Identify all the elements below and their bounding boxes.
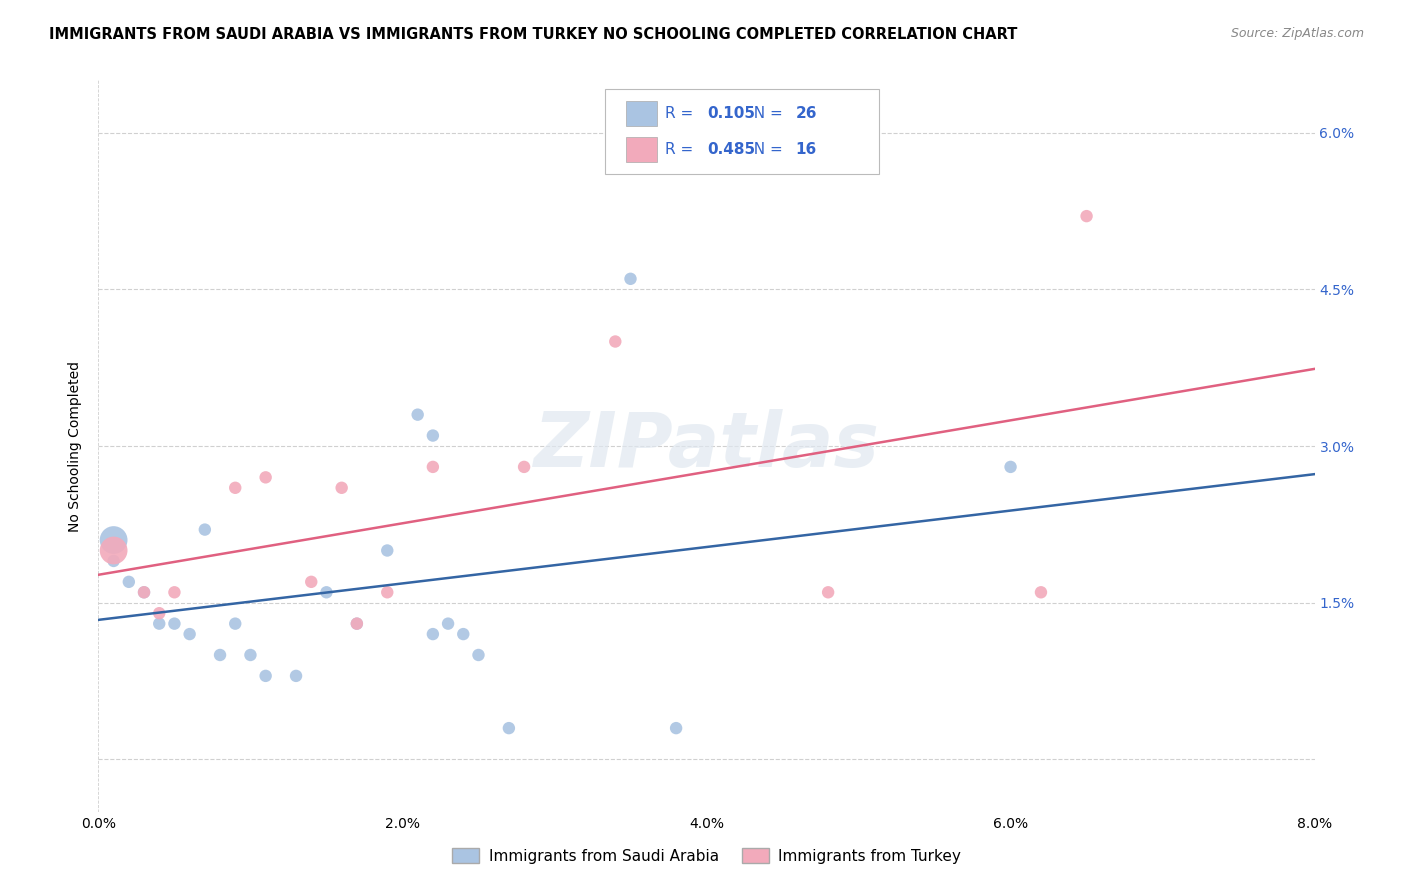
Text: R =: R = [665,106,699,120]
Point [239,648,262,662]
Point [498,721,520,735]
Text: N =: N = [744,143,787,157]
Point [605,334,627,349]
Text: 0.105: 0.105 [707,106,755,120]
Point [163,616,186,631]
Legend: Immigrants from Saudi Arabia, Immigrants from Turkey: Immigrants from Saudi Arabia, Immigrants… [446,842,967,870]
Text: Source: ZipAtlas.com: Source: ZipAtlas.com [1230,27,1364,40]
Point [665,721,688,735]
Y-axis label: No Schooling Completed: No Schooling Completed [69,360,83,532]
Point [422,428,444,442]
Point [422,459,444,474]
Point [194,523,217,537]
Point [1029,585,1052,599]
Point [817,585,839,599]
Text: 26: 26 [796,106,817,120]
Point [437,616,460,631]
Point [118,574,141,589]
Point [224,481,246,495]
Point [467,648,489,662]
Point [285,669,308,683]
Point [375,543,398,558]
Point [375,585,398,599]
Text: 0.485: 0.485 [707,143,755,157]
Point [453,627,475,641]
Point [103,543,125,558]
Text: R =: R = [665,143,699,157]
Point [209,648,232,662]
Point [103,554,125,568]
Point [179,627,201,641]
Point [330,481,353,495]
Point [254,470,277,484]
Text: IMMIGRANTS FROM SAUDI ARABIA VS IMMIGRANTS FROM TURKEY NO SCHOOLING COMPLETED CO: IMMIGRANTS FROM SAUDI ARABIA VS IMMIGRAN… [49,27,1018,42]
Point [346,616,368,631]
Text: N =: N = [744,106,787,120]
Point [132,585,155,599]
Text: ZIPatlas: ZIPatlas [533,409,880,483]
Point [163,585,186,599]
Point [103,533,125,547]
Point [1076,209,1098,223]
Point [148,616,170,631]
Point [148,606,170,620]
Point [346,616,368,631]
Point [254,669,277,683]
Point [299,574,322,589]
Point [406,408,429,422]
Text: 16: 16 [796,143,817,157]
Point [422,627,444,641]
Point [224,616,246,631]
Point [1000,459,1022,474]
Point [513,459,536,474]
Point [315,585,337,599]
Point [132,585,155,599]
Point [619,272,641,286]
